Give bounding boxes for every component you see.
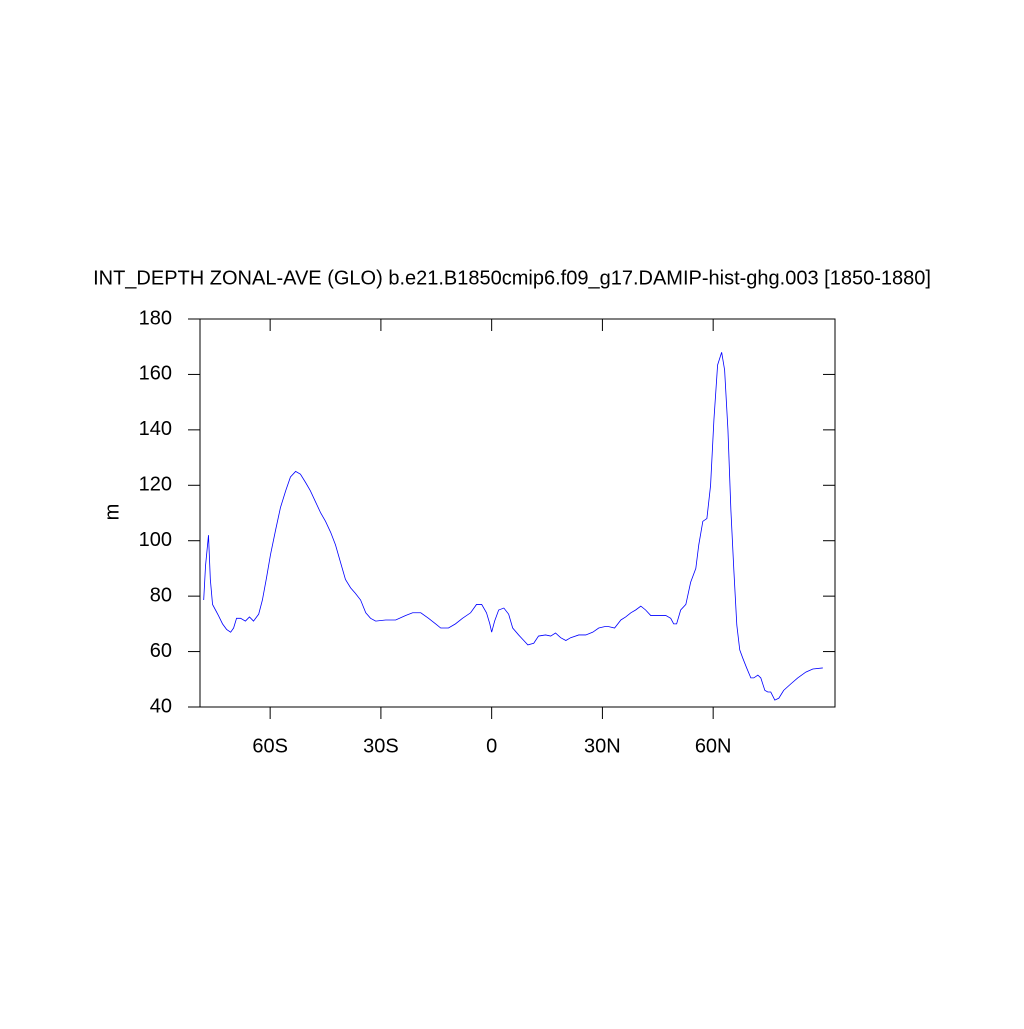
x-tick-label: 30S xyxy=(363,735,399,757)
y-tick-label: 40 xyxy=(150,695,172,717)
y-tick-label: 160 xyxy=(139,363,172,385)
x-tick-label: 60S xyxy=(252,735,288,757)
x-tick-label: 60N xyxy=(695,735,732,757)
plot-frame xyxy=(199,318,836,708)
y-tick-label: 60 xyxy=(150,640,172,662)
y-tick-label: 80 xyxy=(150,584,172,606)
y-tick-label: 120 xyxy=(139,474,172,496)
y-tick-label: 140 xyxy=(139,418,172,440)
y-tick-label: 100 xyxy=(139,529,172,551)
data-line xyxy=(203,352,823,701)
y-axis-label: m xyxy=(101,504,123,521)
chart-title: INT_DEPTH ZONAL-AVE (GLO) b.e21.B1850cmi… xyxy=(93,267,931,289)
x-tick-label: 0 xyxy=(486,735,497,757)
y-tick-label: 180 xyxy=(139,307,172,329)
x-tick-label: 30N xyxy=(584,735,621,757)
